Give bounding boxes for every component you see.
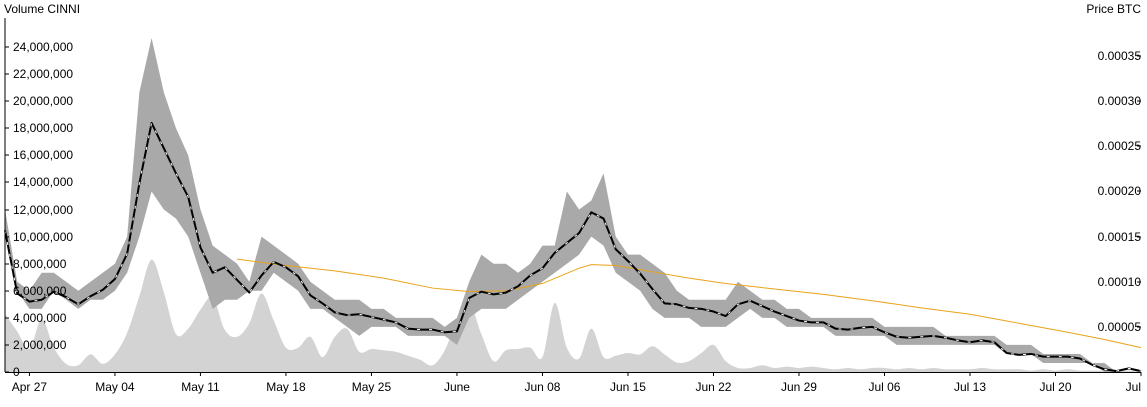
price-tick-label: 0.00035: [1098, 49, 1142, 63]
x-tick-label: Jun 15: [610, 380, 646, 394]
price-band-layer: [5, 38, 1141, 373]
x-tick-label: Jun 29: [781, 380, 817, 394]
volume-tick-label: 22,000,000: [13, 67, 73, 81]
x-tick-label: Apr 27: [12, 380, 48, 394]
volume-area-layer: [5, 259, 1141, 372]
moving-average-line: [237, 258, 1142, 349]
x-tick-label: May 25: [352, 380, 392, 394]
x-tick-label: Jul 20: [1039, 380, 1071, 394]
volume-tick-label: 14,000,000: [13, 175, 73, 189]
x-tick-label: May 18: [266, 380, 306, 394]
volume-tick-label: 12,000,000: [13, 203, 73, 217]
price-tick-label: 0.00010: [1098, 275, 1142, 289]
axes-layer: 0 2,000,000 4,000,000 6,000,000 8,000,000 10,…: [4, 18, 1142, 394]
price-tick-label: 0.00020: [1098, 184, 1142, 198]
x-tick-label: May 11: [181, 380, 220, 394]
x-tick-label: Jun 08: [524, 380, 560, 394]
volume-tick-label: 10,000,000: [13, 230, 73, 244]
volume-tick-label: 6,000,000: [13, 284, 67, 298]
price-tick-label: 0.00030: [1098, 94, 1142, 108]
volume-tick-label: 2,000,000: [13, 338, 67, 352]
left-axis-title: Volume CINNI: [4, 2, 80, 16]
price-tick-label: 0.00005: [1098, 320, 1142, 334]
moving-average-layer: [237, 258, 1142, 349]
right-axis-title: Price BTC: [1086, 2, 1141, 16]
volume-tick-label: 8,000,000: [13, 257, 67, 271]
volume-tick-label: 24,000,000: [13, 40, 73, 54]
price-tick-label: 0.00015: [1098, 230, 1142, 244]
x-tick-label: June: [444, 380, 470, 394]
x-tick-label: Jul 13: [954, 380, 986, 394]
volume-tick-label: 0: [13, 365, 20, 379]
volume-tick-label: 20,000,000: [13, 94, 73, 108]
price-line-layer: [4, 121, 1142, 373]
x-tick-label: Jul: [1126, 380, 1141, 394]
price-range-band: [5, 38, 1141, 373]
volume-area: [5, 259, 1141, 372]
price-line: [4, 121, 1142, 373]
x-tick-label: May 04: [95, 380, 135, 394]
price-tick-label: 0.00025: [1098, 139, 1142, 153]
volume-tick-label: 18,000,000: [13, 121, 73, 135]
x-tick-label: Jul 06: [868, 380, 900, 394]
volume-tick-label: 4,000,000: [13, 311, 67, 325]
volume-tick-label: 16,000,000: [13, 148, 73, 162]
x-tick-label: Jun 22: [695, 380, 731, 394]
